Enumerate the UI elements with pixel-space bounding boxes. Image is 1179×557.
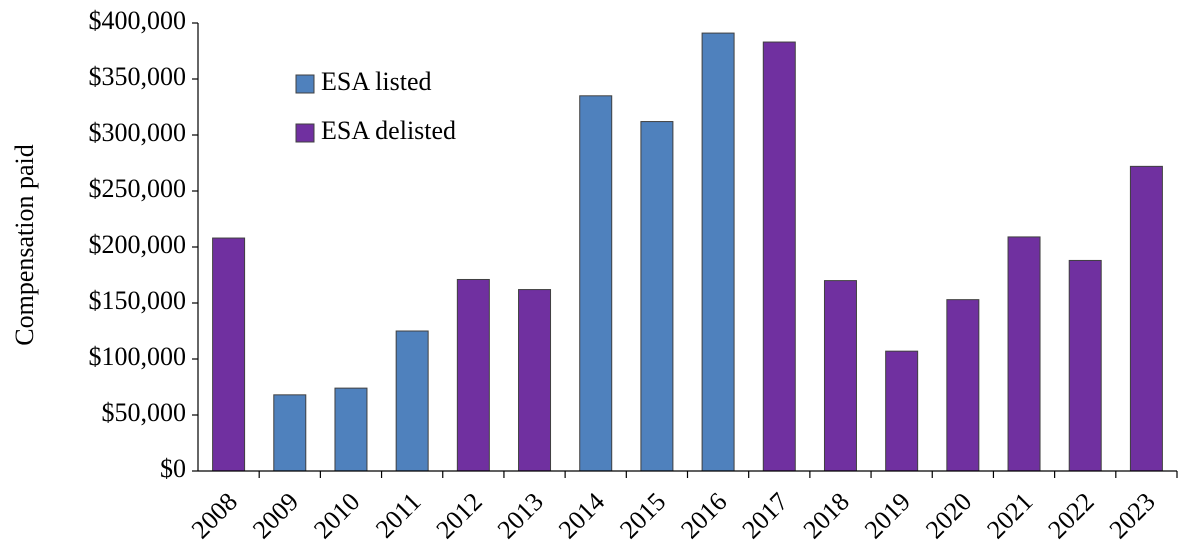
legend-swatch bbox=[295, 123, 315, 143]
bar bbox=[701, 32, 735, 472]
bar bbox=[518, 289, 552, 472]
bar bbox=[640, 121, 674, 472]
bar bbox=[1129, 165, 1163, 472]
x-tick-label: 2020 bbox=[920, 487, 977, 544]
x-tick-label: 2008 bbox=[186, 487, 243, 544]
x-tick-label: 2013 bbox=[492, 487, 549, 544]
bar bbox=[762, 41, 796, 472]
x-tick-label: 2012 bbox=[431, 487, 488, 544]
bar bbox=[885, 350, 919, 472]
y-tick-label: $150,000 bbox=[89, 286, 187, 315]
x-tick-label: 2011 bbox=[370, 487, 427, 544]
x-tick-label: 2014 bbox=[553, 487, 610, 544]
x-tick-label: 2010 bbox=[308, 487, 365, 544]
x-tick-label: 2009 bbox=[247, 487, 304, 544]
bar bbox=[212, 237, 246, 472]
y-tick-label: $50,000 bbox=[102, 398, 187, 427]
bar bbox=[946, 299, 980, 472]
legend-label: ESA delisted bbox=[321, 116, 456, 145]
bar bbox=[273, 394, 307, 472]
bar bbox=[395, 330, 429, 472]
y-tick-label: $250,000 bbox=[89, 174, 187, 203]
x-tick-label: 2023 bbox=[1104, 487, 1161, 544]
x-tick-label: 2019 bbox=[859, 487, 916, 544]
bar bbox=[1007, 236, 1041, 472]
x-tick-label: 2017 bbox=[736, 487, 793, 544]
y-tick-label: $100,000 bbox=[89, 342, 187, 371]
legend-label: ESA listed bbox=[321, 67, 432, 96]
legend-swatch bbox=[295, 74, 315, 94]
bar bbox=[334, 387, 368, 472]
bar bbox=[579, 95, 613, 472]
x-tick-label: 2021 bbox=[981, 487, 1038, 544]
x-tick-label: 2015 bbox=[614, 487, 671, 544]
bar bbox=[1068, 259, 1102, 472]
y-tick-label: $200,000 bbox=[89, 230, 187, 259]
x-tick-label: 2016 bbox=[675, 487, 732, 544]
y-axis-title: Compensation paid bbox=[10, 144, 39, 345]
x-tick-label: 2022 bbox=[1042, 487, 1099, 544]
x-tick-label: 2018 bbox=[798, 487, 855, 544]
y-tick-label: $300,000 bbox=[89, 118, 187, 147]
y-tick-label: $0 bbox=[160, 454, 186, 483]
bar bbox=[823, 280, 857, 472]
y-tick-label: $400,000 bbox=[89, 6, 187, 35]
y-tick-label: $350,000 bbox=[89, 62, 187, 91]
bar bbox=[456, 278, 490, 472]
